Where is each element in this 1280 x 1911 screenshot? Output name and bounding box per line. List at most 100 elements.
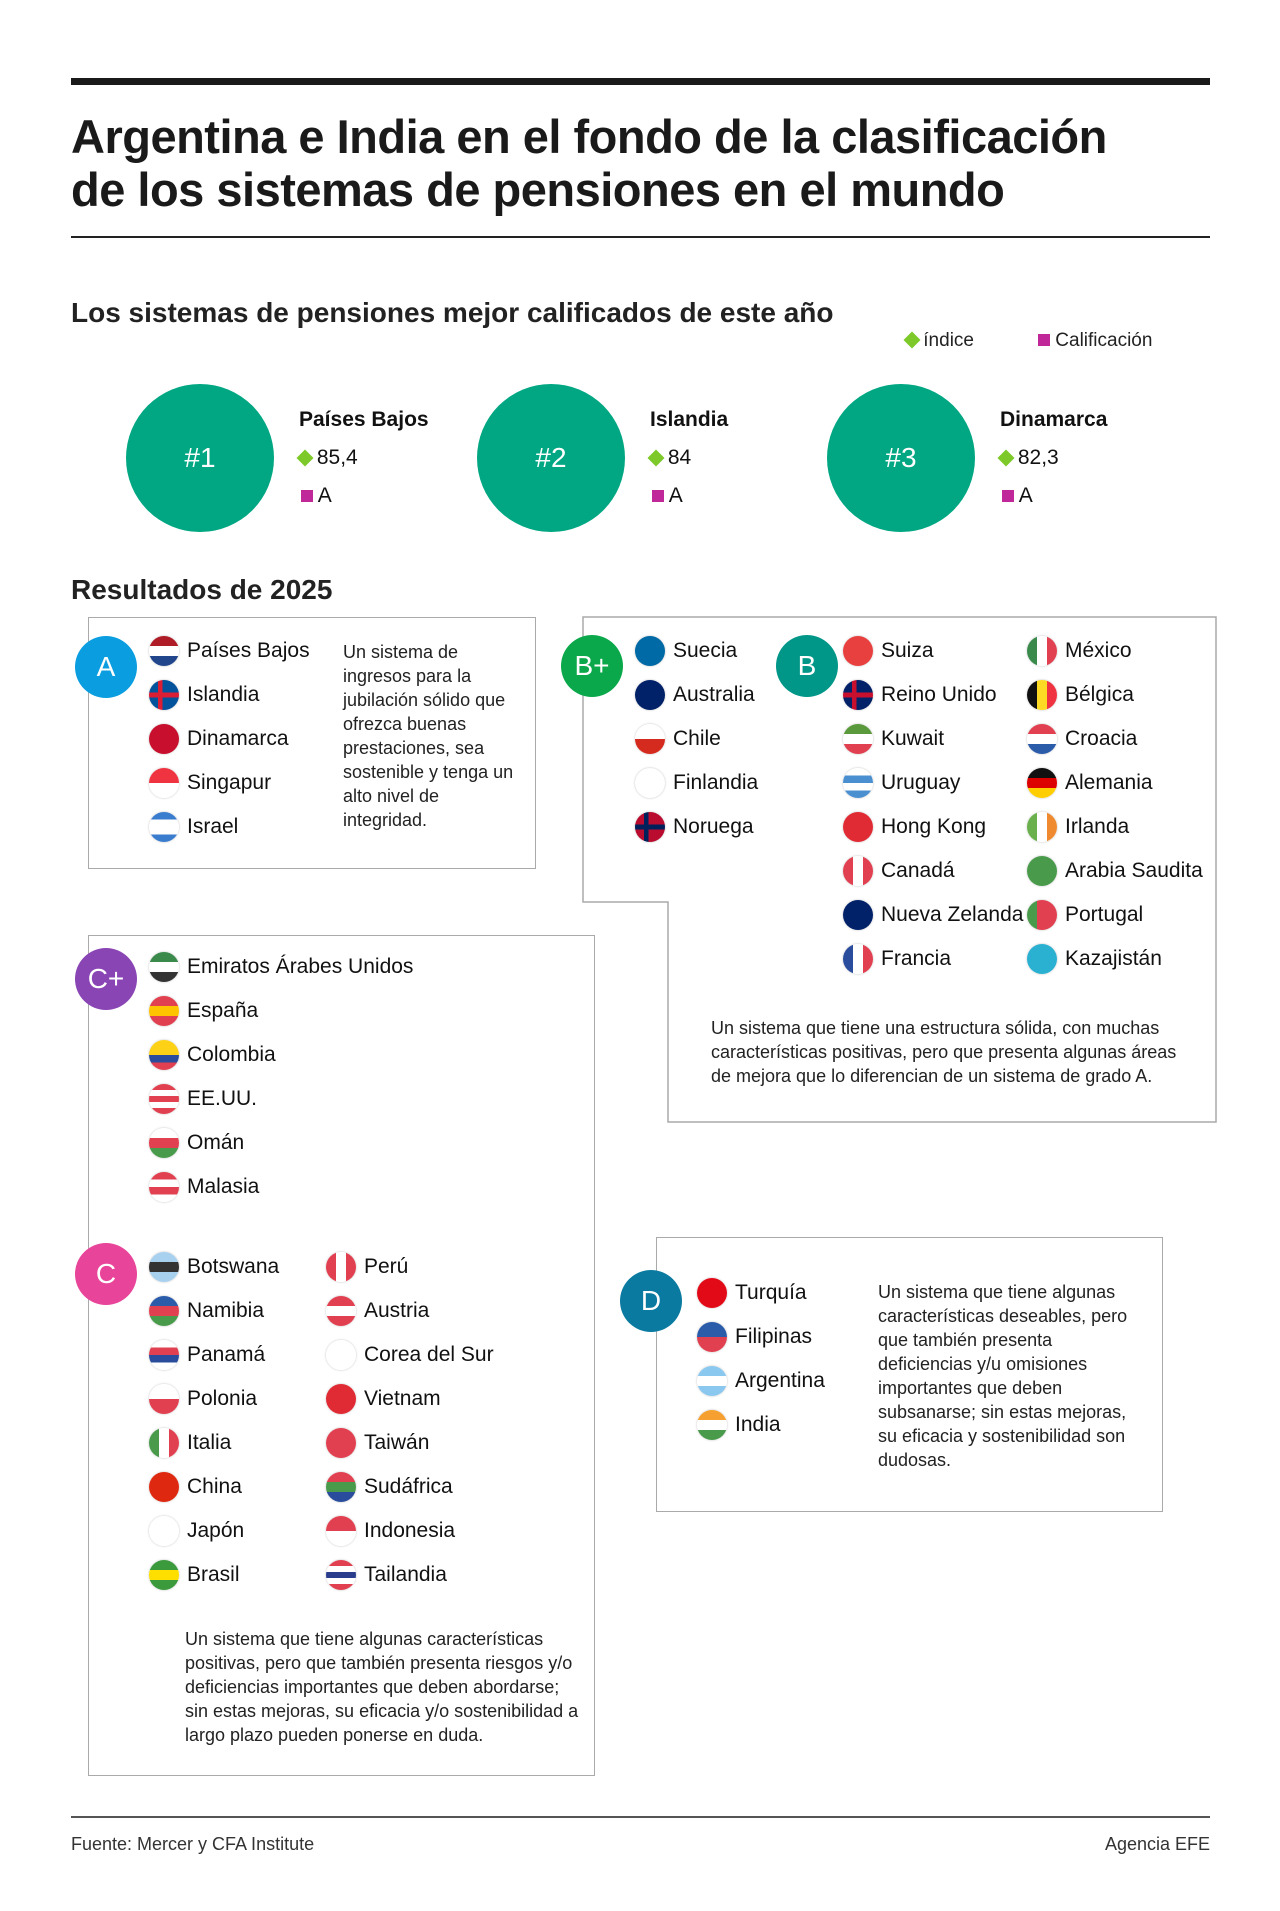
footer-rule [71,1816,1210,1818]
country-name: Singapur [187,771,272,794]
flag-icon [149,952,179,982]
grade-a-description: Un sistema de ingresos para la jubilació… [343,642,514,830]
country-name: Arabia Saudita [1065,859,1203,882]
flag-icon [843,724,873,754]
top-country-rating: A [1002,484,1033,508]
country-name: Croacia [1065,727,1138,750]
grade-badge-a: A [75,636,137,698]
country-name: Uruguay [881,771,961,794]
country-item: Australia [635,680,755,710]
country-name: Kazajistán [1065,947,1162,970]
title-line-1: Argentina e India en el fondo de la clas… [71,110,1107,163]
flag-icon [635,768,665,798]
country-name: Japón [187,1519,245,1542]
country-item: Tailandia [326,1560,447,1590]
country-name: Vietnam [364,1387,441,1410]
country-item: Francia [843,944,951,974]
country-item: Japón [149,1516,244,1546]
flag-icon [149,1128,179,1158]
flag-icon [326,1296,356,1326]
country-name: Alemania [1065,771,1153,794]
country-name: Kuwait [881,727,945,750]
flag-icon [149,996,179,1026]
section-title-top: Los sistemas de pensiones mejor califica… [71,297,834,328]
country-name: EE.UU. [187,1087,258,1110]
flag-icon [1027,768,1057,798]
country-item: Italia [149,1428,231,1458]
country-name: India [735,1413,781,1436]
country-name: Corea del Sur [364,1343,494,1366]
flag-icon [843,856,873,886]
country-item: Islandia [149,680,259,710]
country-name: Brasil [187,1563,240,1586]
country-item: Finlandia [635,768,758,798]
flag-icon [149,812,179,842]
country-item: Polonia [149,1384,257,1414]
country-item: España [149,996,258,1026]
rating-value: A [317,484,332,507]
country-name: Chile [673,727,721,750]
country-item: Canadá [843,856,955,886]
country-name: Suiza [881,639,934,662]
country-name: Australia [673,683,755,706]
country-item: Uruguay [843,768,960,798]
flag-icon [843,812,873,842]
country-name: Noruega [673,815,754,838]
flag-icon [843,944,873,974]
flag-icon [843,636,873,666]
title-line-2: de los sistemas de pensiones en el mundo [71,163,1005,216]
country-item: Bélgica [1027,680,1134,710]
country-name: Perú [364,1255,409,1278]
country-name: Botswana [187,1255,280,1278]
grade-badge-bplus: B+ [561,635,623,697]
source: Fuente: Mercer y CFA Institute [71,1834,315,1854]
top-country-name: Dinamarca [1000,408,1108,431]
flag-icon [635,724,665,754]
flag-icon [326,1340,356,1370]
country-item: Malasia [149,1172,259,1202]
country-item: Colombia [149,1040,276,1070]
country-item: Emiratos Árabes Unidos [149,952,413,982]
country-item: India [697,1410,781,1440]
flag-icon [635,680,665,710]
country-item: Kuwait [843,724,944,754]
country-item: Croacia [1027,724,1137,754]
country-item: Países Bajos [149,636,310,666]
country-item: Vietnam [326,1384,441,1414]
country-name: Panamá [187,1343,266,1366]
country-item: Portugal [1027,900,1143,930]
flag-icon [697,1278,727,1308]
rank-circle: #1 [126,384,274,532]
diamond-icon [997,449,1015,467]
country-name: Argentina [735,1369,825,1392]
country-name: Canadá [881,859,955,882]
country-name: Taiwán [364,1431,430,1454]
diamond-icon [296,449,314,467]
country-item: EE.UU. [149,1084,257,1114]
country-name: China [187,1475,242,1498]
flag-icon [843,900,873,930]
flag-icon [326,1560,356,1590]
flag-icon [1027,944,1057,974]
country-name: Namibia [187,1299,265,1322]
country-item: Hong Kong [843,812,986,842]
top-country-rating: A [301,484,332,508]
country-item: Suiza [843,636,934,666]
flag-icon [149,1040,179,1070]
flag-icon [149,1084,179,1114]
flag-icon [149,680,179,710]
legend-index-label: índice [923,330,974,351]
country-name: Bélgica [1065,683,1134,706]
country-item: Sudáfrica [326,1472,453,1502]
flag-icon [843,680,873,710]
country-name: España [187,999,259,1022]
country-item: Argentina [697,1366,825,1396]
country-item: Perú [326,1252,408,1282]
country-item: Botswana [149,1252,279,1282]
legend-rating: Calificación [1038,330,1152,352]
flag-icon [326,1252,356,1282]
country-name: Irlanda [1065,815,1130,838]
legend-index: índice [903,330,974,352]
country-item: Austria [326,1296,429,1326]
country-name: Nueva Zelanda [881,903,1024,926]
